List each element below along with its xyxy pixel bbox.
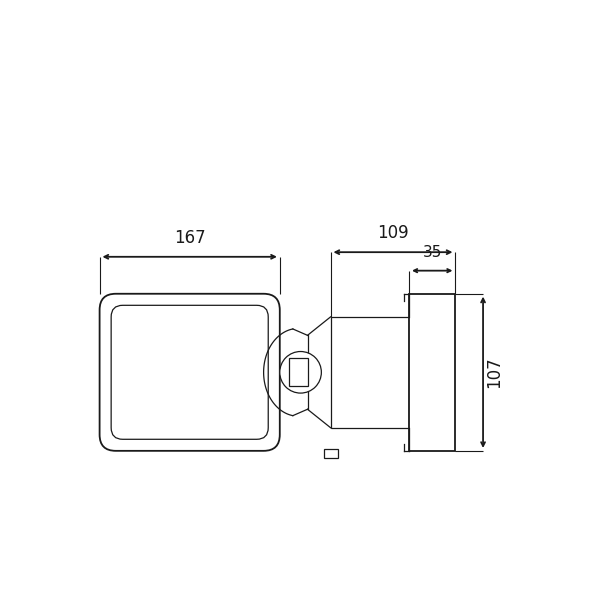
Text: 35: 35: [422, 245, 442, 260]
Text: 167: 167: [174, 229, 206, 247]
FancyBboxPatch shape: [100, 294, 280, 451]
Bar: [409, 294, 455, 451]
Bar: [331, 317, 409, 428]
Circle shape: [280, 352, 322, 393]
FancyBboxPatch shape: [111, 305, 268, 439]
Bar: [323, 449, 338, 458]
Bar: [289, 358, 308, 386]
Text: 107: 107: [485, 356, 503, 388]
Text: 109: 109: [377, 224, 409, 242]
